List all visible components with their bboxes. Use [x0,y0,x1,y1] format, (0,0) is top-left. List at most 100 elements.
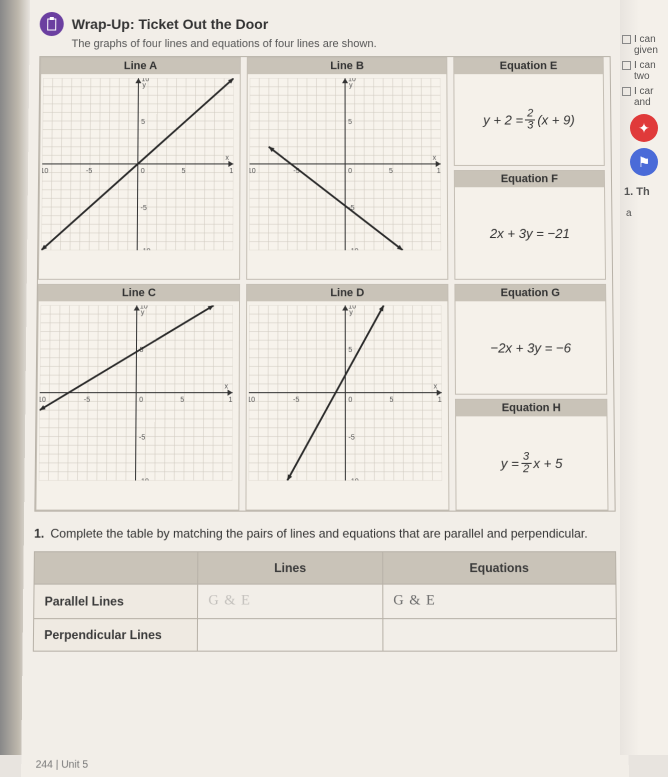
svg-text:5: 5 [180,397,184,404]
svg-text:-10: -10 [140,248,150,250]
svg-text:-5: -5 [140,205,146,212]
question-text: Complete the table by matching the pairs… [50,526,587,541]
right-q1: 1. Th [624,186,664,198]
perpendicular-equations-cell[interactable] [383,619,617,652]
svg-text:5: 5 [348,347,352,354]
eq-e-frac: 23 [525,108,535,131]
telescope-badge-icon: ✦ [630,114,658,142]
equation-f-body: 2x + 3y = −21 [455,187,605,279]
right-page-edge: I can given I can two I car and ✦ ⚑ 1. T… [620,0,668,755]
svg-text:-5: -5 [293,397,299,404]
svg-text:10: 10 [229,168,233,175]
equation-f-cell: Equation F 2x + 3y = −21 [454,170,606,280]
equation-g-body: −2x + 3y = −6 [456,301,607,393]
equation-g-label: Equation G [455,285,605,301]
svg-text:10: 10 [437,168,441,175]
graph-c-cell: Line C -10-10-5-55510100xy [35,284,240,511]
svg-text:x: x [224,383,228,390]
equation-h-cell: Equation H y = 32 x + 5 [455,399,609,511]
graph-c: -10-10-5-55510100xy [39,305,233,480]
row-parallel-label: Parallel Lines [34,584,198,619]
svg-text:-5: -5 [139,434,145,441]
handwritten-eq: G & E [393,593,436,609]
svg-text:5: 5 [182,168,186,175]
right-qa: a [626,208,662,219]
checklist-item: I can two [622,60,666,82]
svg-text:y: y [142,82,146,89]
graph-d: -10-10-5-55510100xy [249,305,443,480]
svg-text:-5: -5 [86,168,92,175]
equation-f-label: Equation F [455,171,604,187]
svg-text:-5: -5 [84,397,90,404]
graph-d-label: Line D [247,285,447,301]
parallel-lines-cell[interactable]: G & E [198,584,383,619]
svg-text:-10: -10 [41,168,48,175]
eq-h-lhs: y = [501,455,519,471]
svg-text:0: 0 [348,168,352,175]
parallel-equations-cell[interactable]: G & E [383,584,617,619]
equation-h-body: y = 32 x + 5 [456,416,607,509]
svg-text:y: y [349,82,353,89]
col-equations-header: Equations [382,552,616,584]
svg-text:-10: -10 [249,397,256,404]
equation-e-body: y + 2 = 23 (x + 9) [454,74,603,165]
svg-text:x: x [225,155,229,162]
flag-badge-icon: ⚑ [630,148,658,176]
section-header: Wrap-Up: Ticket Out the Door [40,12,611,36]
svg-text:x: x [434,383,438,390]
row-perpendicular-label: Perpendicular Lines [33,619,197,652]
clipboard-icon [40,12,64,36]
svg-text:5: 5 [389,168,393,175]
content-grid: Line A -10 -10 -5 -5 5 5 10 10 0 x y Line B -10 -10… [34,56,615,512]
graph-b-label: Line B [248,58,447,74]
svg-text:-10: -10 [139,478,149,480]
graph-d-cell: Line D -10-10-5-55510100xy [245,284,449,511]
svg-text:x: x [433,155,437,162]
handwritten-lines: G & E [208,593,251,609]
svg-text:0: 0 [141,168,145,175]
svg-text:-10: -10 [348,248,358,250]
blank-header [34,552,198,584]
graph-a: -10-10-5-55510100xy [41,78,233,250]
checklist-item: I can given [622,34,666,56]
equation-g-cell: Equation G −2x + 3y = −6 [454,284,607,395]
svg-text:5: 5 [348,119,352,126]
eq-h-rhs: x + 5 [533,455,562,471]
svg-text:-10: -10 [39,397,46,404]
graph-a-label: Line A [41,58,240,74]
eq-e-rhs: (x + 9) [537,112,575,127]
equation-h-label: Equation H [456,400,606,417]
checkbox-icon [622,87,631,96]
svg-text:0: 0 [139,397,143,404]
svg-text:y: y [141,309,145,316]
svg-text:-10: -10 [249,168,255,175]
question-number: 1. [34,526,44,541]
graph-b-cell: Line B -10-10-5-55510100xy [246,57,448,280]
graph-a-cell: Line A -10-10-5-55510100xy [38,57,241,280]
svg-text:10: 10 [438,397,442,404]
table-row: Parallel Lines G & E G & E [34,584,617,619]
question-1: 1. Complete the table by matching the pa… [34,526,616,541]
answer-table: Lines Equations Parallel Lines G & E G &… [33,551,617,651]
eq-e-lhs: y + 2 = [483,112,523,127]
checklist-item: I car and [622,86,666,108]
page-footer: 244 | Unit 5 [36,759,89,771]
worksheet-page: Wrap-Up: Ticket Out the Door The graphs … [21,0,629,777]
svg-text:0: 0 [348,397,352,404]
checkbox-icon [622,35,631,44]
equation-e-cell: Equation E y + 2 = 23 (x + 9) [453,57,605,166]
graph-c-label: Line C [39,285,239,301]
svg-text:-5: -5 [348,434,354,441]
graph-b: -10-10-5-55510100xy [249,78,441,250]
svg-text:5: 5 [141,119,145,126]
section-title: Wrap-Up: Ticket Out the Door [72,16,269,32]
table-row: Perpendicular Lines [33,619,616,652]
equation-e-label: Equation E [454,58,603,74]
svg-text:10: 10 [229,397,233,404]
svg-text:-10: -10 [348,478,358,480]
section-subtitle: The graphs of four lines and equations o… [72,38,611,50]
perpendicular-lines-cell[interactable] [197,619,382,652]
eq-h-frac: 32 [521,451,531,475]
checkbox-icon [622,61,631,70]
svg-text:y: y [349,309,353,316]
